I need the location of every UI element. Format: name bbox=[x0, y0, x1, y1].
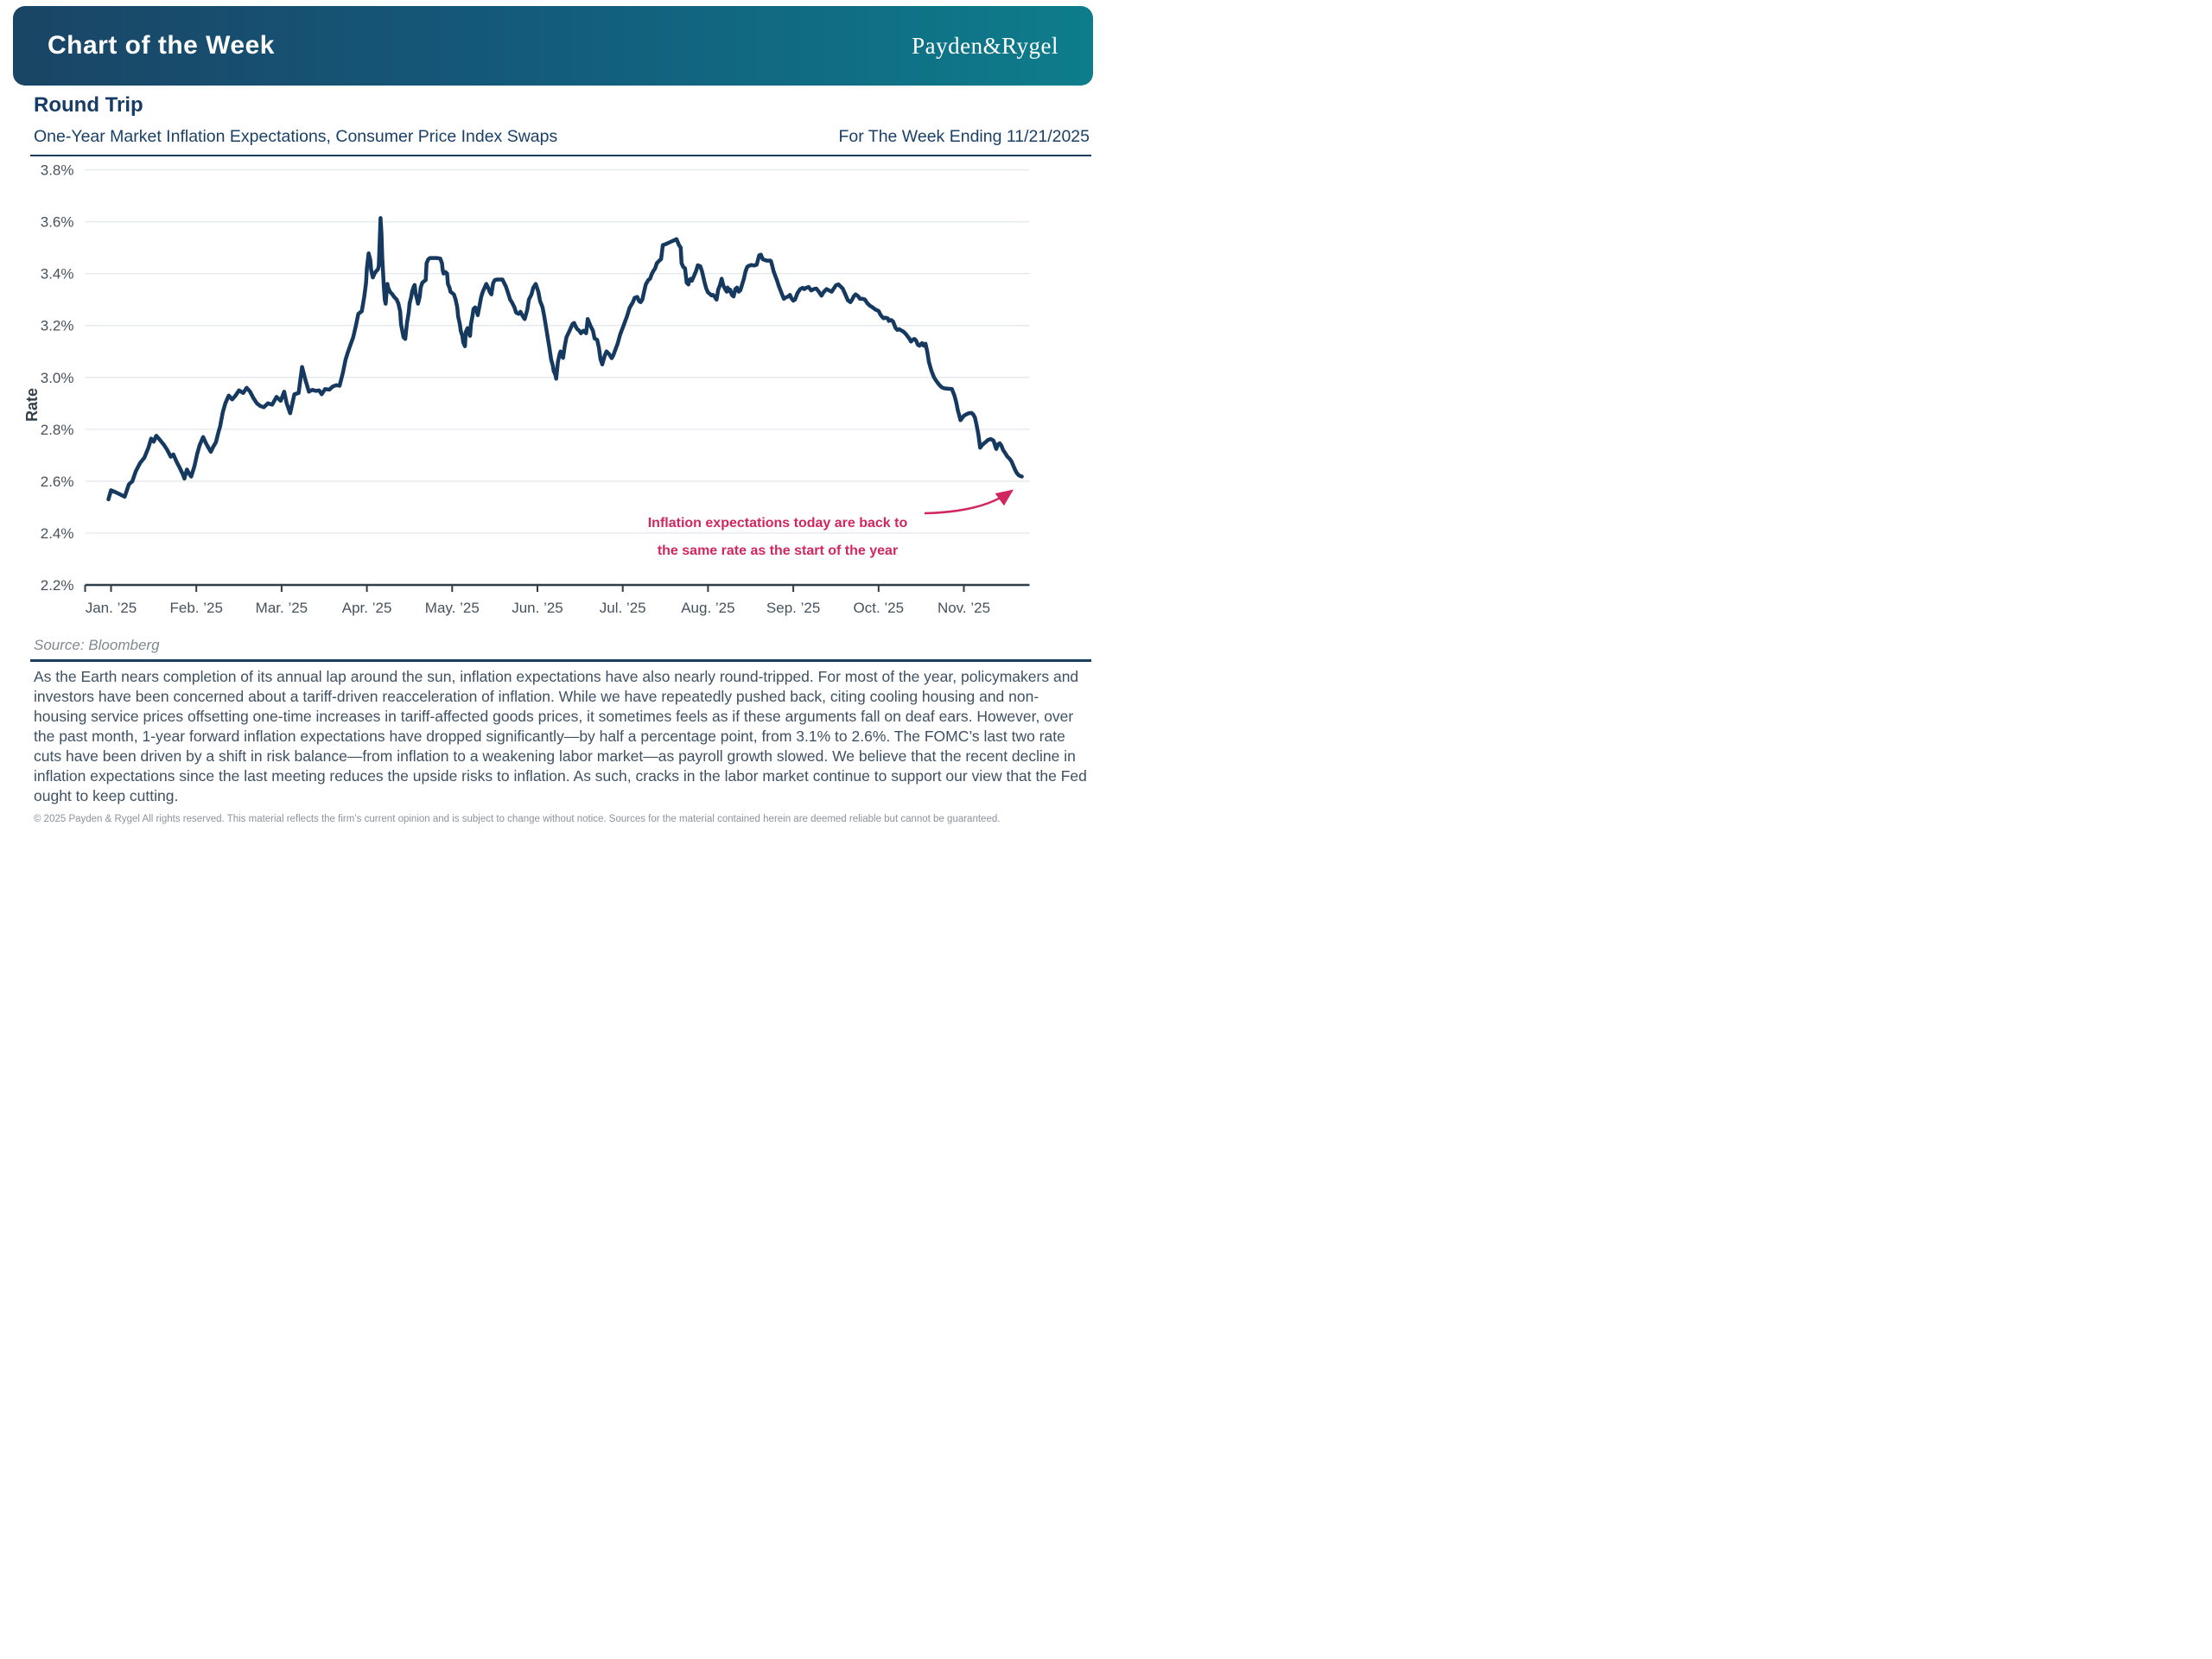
gridlines bbox=[85, 168, 1030, 534]
x-axis-tick-labels: Jan. ’25 Feb. ’25 Mar. ’25 Apr. ’25 May. ’25… bbox=[86, 600, 990, 616]
y-tick-label: 3.4% bbox=[41, 266, 74, 283]
chart-heading: Round Trip bbox=[34, 93, 143, 117]
x-tick-label: Feb. ’25 bbox=[169, 600, 222, 616]
y-tick-label: 3.0% bbox=[41, 370, 74, 386]
annotation-line-2: the same rate as the start of the year bbox=[657, 543, 899, 558]
y-axis-tick-labels: 3.8% 3.6% 3.4% 3.2% 3.0% 2.8% 2.6% 2.4% 2.2% bbox=[41, 164, 74, 594]
subtitle-row: One-Year Market Inflation Expectations, … bbox=[34, 127, 1090, 147]
commentary-paragraph: As the Earth nears completion of its ann… bbox=[34, 668, 1087, 804]
y-tick-label: 3.8% bbox=[41, 164, 74, 179]
x-tick-label: Nov. ’25 bbox=[938, 600, 990, 616]
annotation-arrow bbox=[924, 489, 1014, 515]
page-title: Chart of the Week bbox=[48, 31, 275, 60]
x-tick-label: May. ’25 bbox=[425, 600, 480, 616]
x-tick-label: Oct. ’25 bbox=[854, 600, 905, 616]
annotation-line-1: Inflation expectations today are back to bbox=[647, 516, 908, 531]
payden-rygel-logo: Payden&Rygel bbox=[912, 32, 1058, 59]
x-tick-label: Jul. ’25 bbox=[600, 600, 646, 616]
y-tick-label: 3.6% bbox=[41, 214, 74, 231]
week-ending-label: For The Week Ending 11/21/2025 bbox=[838, 127, 1090, 146]
cpi-swap-rate-line bbox=[106, 216, 1024, 502]
x-tick-label: Aug. ’25 bbox=[681, 600, 734, 616]
x-tick-label: Jun. ’25 bbox=[512, 600, 563, 616]
y-tick-label: 2.2% bbox=[41, 577, 74, 594]
x-tick-label: Jan. ’25 bbox=[86, 600, 137, 616]
top-divider bbox=[30, 155, 1091, 156]
header-banner: Chart of the Week Payden&Rygel bbox=[13, 6, 1093, 86]
bottom-divider bbox=[30, 659, 1091, 662]
x-tick-label: Apr. ’25 bbox=[342, 600, 392, 616]
chart-area: 3.8% 3.6% 3.4% 3.2% 3.0% 2.8% 2.6% 2.4% 2.2% Jan.… bbox=[0, 164, 1106, 638]
y-tick-label: 2.6% bbox=[41, 474, 74, 490]
y-tick-label: 3.2% bbox=[41, 318, 74, 334]
chart-of-the-week-page: { "header": { "title": "Chart of the Wee… bbox=[0, 0, 1106, 830]
x-tick-label: Mar. ’25 bbox=[256, 600, 308, 616]
x-axis-ticks bbox=[84, 585, 965, 592]
chart-subtitle: One-Year Market Inflation Expectations, … bbox=[34, 127, 558, 146]
chart-annotation: Inflation expectations today are back to… bbox=[596, 510, 959, 565]
legal-disclaimer: © 2025 Payden & Rygel All rights reserve… bbox=[34, 814, 1001, 824]
x-tick-label: Sep. ’25 bbox=[766, 600, 820, 616]
y-tick-label: 2.8% bbox=[41, 422, 74, 438]
inflation-expectations-line-chart: 3.8% 3.6% 3.4% 3.2% 3.0% 2.8% 2.6% 2.4% 2.2% Jan.… bbox=[41, 164, 1030, 616]
y-tick-label: 2.4% bbox=[41, 525, 74, 542]
source-attribution: Source: Bloomberg bbox=[34, 637, 160, 653]
y-axis-title: Rate bbox=[23, 387, 41, 423]
